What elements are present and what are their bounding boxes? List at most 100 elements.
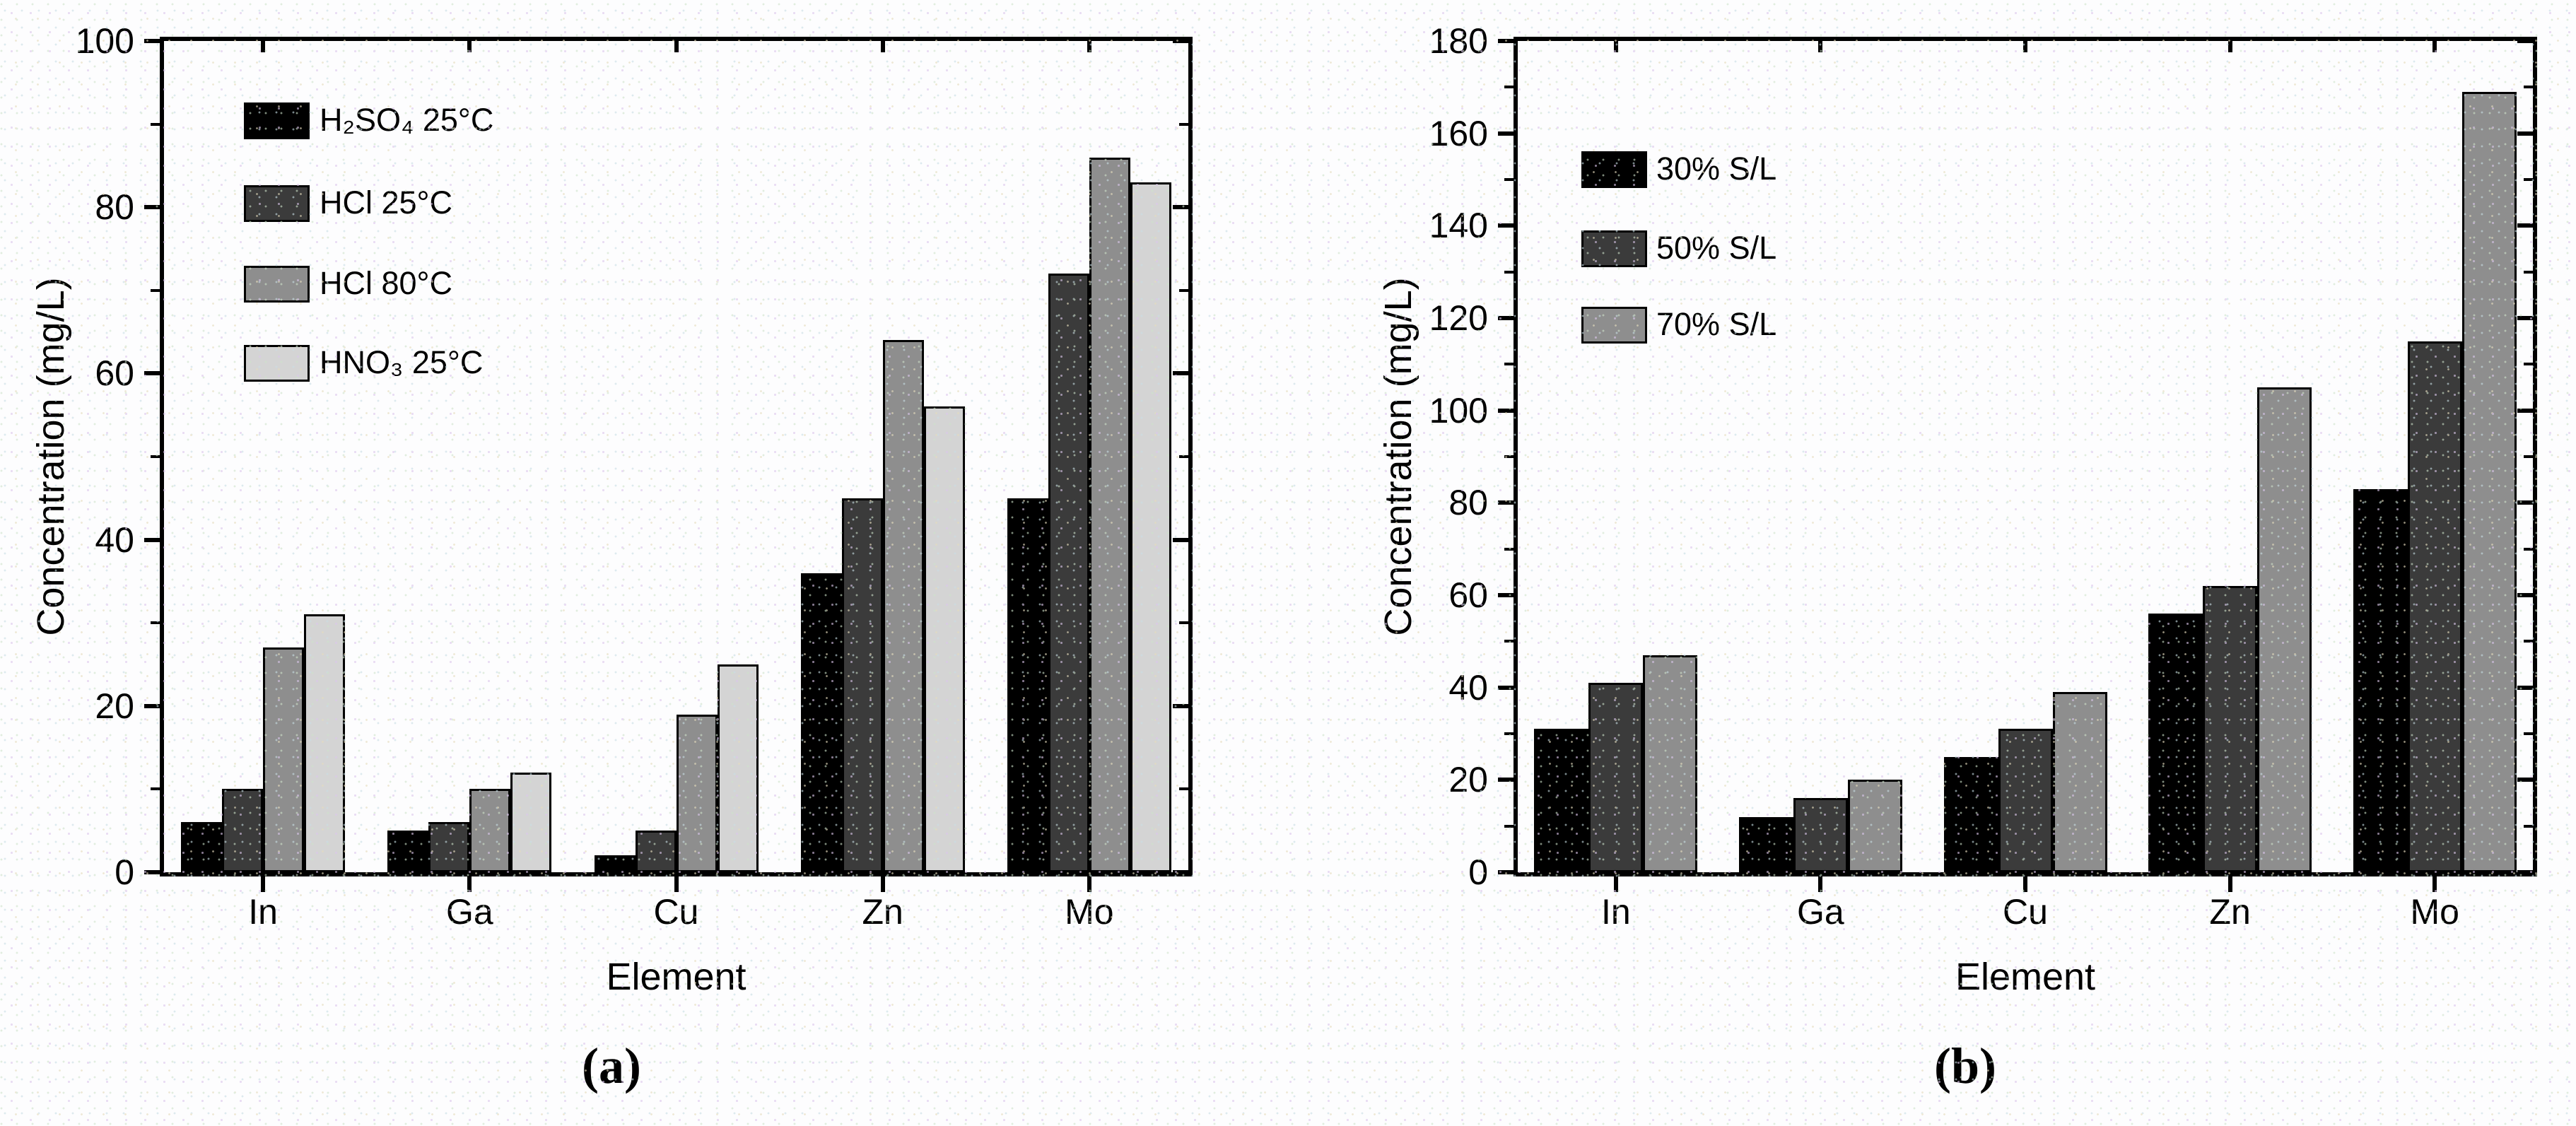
y-axis-major-tick (144, 537, 160, 542)
x-axis-top-tick (467, 37, 472, 52)
y-axis-minor-tick (1504, 455, 1514, 458)
y-axis-right-minor-tick (2524, 640, 2533, 643)
y-axis-right-major-tick (1173, 205, 1188, 210)
legend-label-0: H₂SO₄ 25°C (320, 102, 494, 138)
x-category-label: Mo (1065, 892, 1114, 932)
y-axis-minor-tick (1504, 640, 1514, 643)
y-axis-minor-tick (1504, 732, 1514, 735)
y-axis-minor-tick (151, 787, 160, 791)
y-axis-major-tick (144, 205, 160, 210)
x-axis-tick (1613, 876, 1618, 892)
x-axis-tick (880, 876, 885, 892)
legend-swatch-0 (1581, 151, 1647, 188)
y-axis-right-major-tick (2517, 316, 2533, 320)
y-axis-right-major-tick (2517, 685, 2533, 690)
x-category-label: Mo (2410, 892, 2459, 932)
y-axis-right-major-tick (2517, 39, 2533, 43)
x-category-label: Ga (1797, 892, 1844, 932)
x-axis-top-tick (2023, 37, 2027, 52)
y-axis-right-major-tick (2517, 593, 2533, 597)
y-axis-minor-tick (1504, 178, 1514, 181)
y-axis-right-major-tick (1173, 371, 1188, 376)
y-axis-tick-label: 0 (1468, 852, 1488, 892)
plot-area (160, 37, 1193, 876)
y-axis-major-tick (144, 703, 160, 708)
x-category-label: Ga (445, 892, 493, 932)
x-axis-top-tick (1613, 37, 1618, 52)
legend-label-1: HCl 25°C (320, 184, 453, 221)
y-axis-tick-label: 80 (95, 187, 134, 228)
x-axis-title: Element (606, 956, 747, 998)
y-axis-tick-label: 100 (75, 21, 134, 61)
y-axis-right-major-tick (2517, 500, 2533, 505)
y-axis-right-minor-tick (2524, 732, 2533, 735)
y-axis-minor-tick (1504, 547, 1514, 551)
x-axis-top-tick (2432, 37, 2437, 52)
x-axis-top-tick (261, 37, 266, 52)
x-category-label: In (248, 892, 278, 932)
y-axis-major-tick (1498, 593, 1514, 597)
x-axis-tick (1818, 876, 1823, 892)
y-axis-minor-tick (151, 122, 160, 126)
x-category-label: Zn (862, 892, 903, 932)
y-axis-right-major-tick (1173, 39, 1188, 43)
x-category-label: Cu (2003, 892, 2048, 932)
y-axis-major-tick (1498, 778, 1514, 782)
y-axis-right-major-tick (2517, 408, 2533, 413)
legend-label-2: HCl 80°C (320, 265, 453, 301)
x-axis-tick (261, 876, 266, 892)
y-axis-title: Concentration (mg/L) (30, 277, 72, 636)
y-axis-right-major-tick (1173, 703, 1188, 708)
y-axis-tick-label: 40 (1448, 667, 1488, 708)
y-axis-tick-label: 20 (1448, 760, 1488, 800)
x-axis-tick (1087, 876, 1091, 892)
legend-swatch-1 (244, 185, 310, 222)
y-axis-tick-label: 20 (95, 686, 134, 726)
x-axis-top-tick (1087, 37, 1091, 52)
y-axis-tick-label: 180 (1429, 21, 1488, 61)
legend-swatch-2 (244, 266, 310, 303)
x-axis-tick (674, 876, 679, 892)
y-axis-right-major-tick (2517, 223, 2533, 228)
y-axis-right-major-tick (1173, 537, 1188, 542)
y-axis-right-minor-tick (2524, 178, 2533, 181)
legend-swatch-3 (244, 345, 310, 382)
y-axis-right-minor-tick (1179, 787, 1188, 791)
y-axis-tick-label: 140 (1429, 206, 1488, 246)
x-axis-tick (2227, 876, 2232, 892)
y-axis-major-tick (1498, 870, 1514, 874)
y-axis-right-minor-tick (2524, 86, 2533, 89)
y-axis-major-tick (1498, 685, 1514, 690)
y-axis-major-tick (1498, 500, 1514, 505)
y-axis-major-tick (1498, 408, 1514, 413)
legend-label-3: HNO₃ 25°C (320, 344, 484, 380)
x-category-label: Zn (2209, 892, 2251, 932)
y-axis-minor-tick (1504, 824, 1514, 828)
y-axis-right-minor-tick (2524, 547, 2533, 551)
legend-swatch-2 (1581, 307, 1647, 344)
x-axis-top-tick (674, 37, 679, 52)
y-axis-right-minor-tick (1179, 621, 1188, 625)
y-axis-minor-tick (151, 288, 160, 292)
y-axis-right-minor-tick (2524, 270, 2533, 274)
x-axis-top-tick (880, 37, 885, 52)
y-axis-right-minor-tick (1179, 455, 1188, 458)
y-axis-major-tick (1498, 223, 1514, 228)
y-axis-title: Concentration (mg/L) (1377, 277, 1419, 636)
panel-caption: (a) (582, 1038, 641, 1094)
legend-swatch-1 (1581, 230, 1647, 267)
x-category-label: In (1600, 892, 1631, 932)
y-axis-major-tick (144, 371, 160, 376)
y-axis-major-tick (1498, 316, 1514, 320)
x-axis-tick (2432, 876, 2437, 892)
panel-caption: (b) (1934, 1038, 1996, 1094)
y-axis-right-minor-tick (1179, 122, 1188, 126)
x-axis-top-tick (1818, 37, 1823, 52)
y-axis-right-major-tick (1173, 870, 1188, 874)
y-axis-major-tick (144, 870, 160, 874)
x-axis-title: Element (1955, 956, 2096, 998)
y-axis-right-minor-tick (2524, 363, 2533, 366)
legend-label-1: 50% S/L (1656, 230, 1777, 266)
y-axis-tick-label: 160 (1429, 113, 1488, 153)
